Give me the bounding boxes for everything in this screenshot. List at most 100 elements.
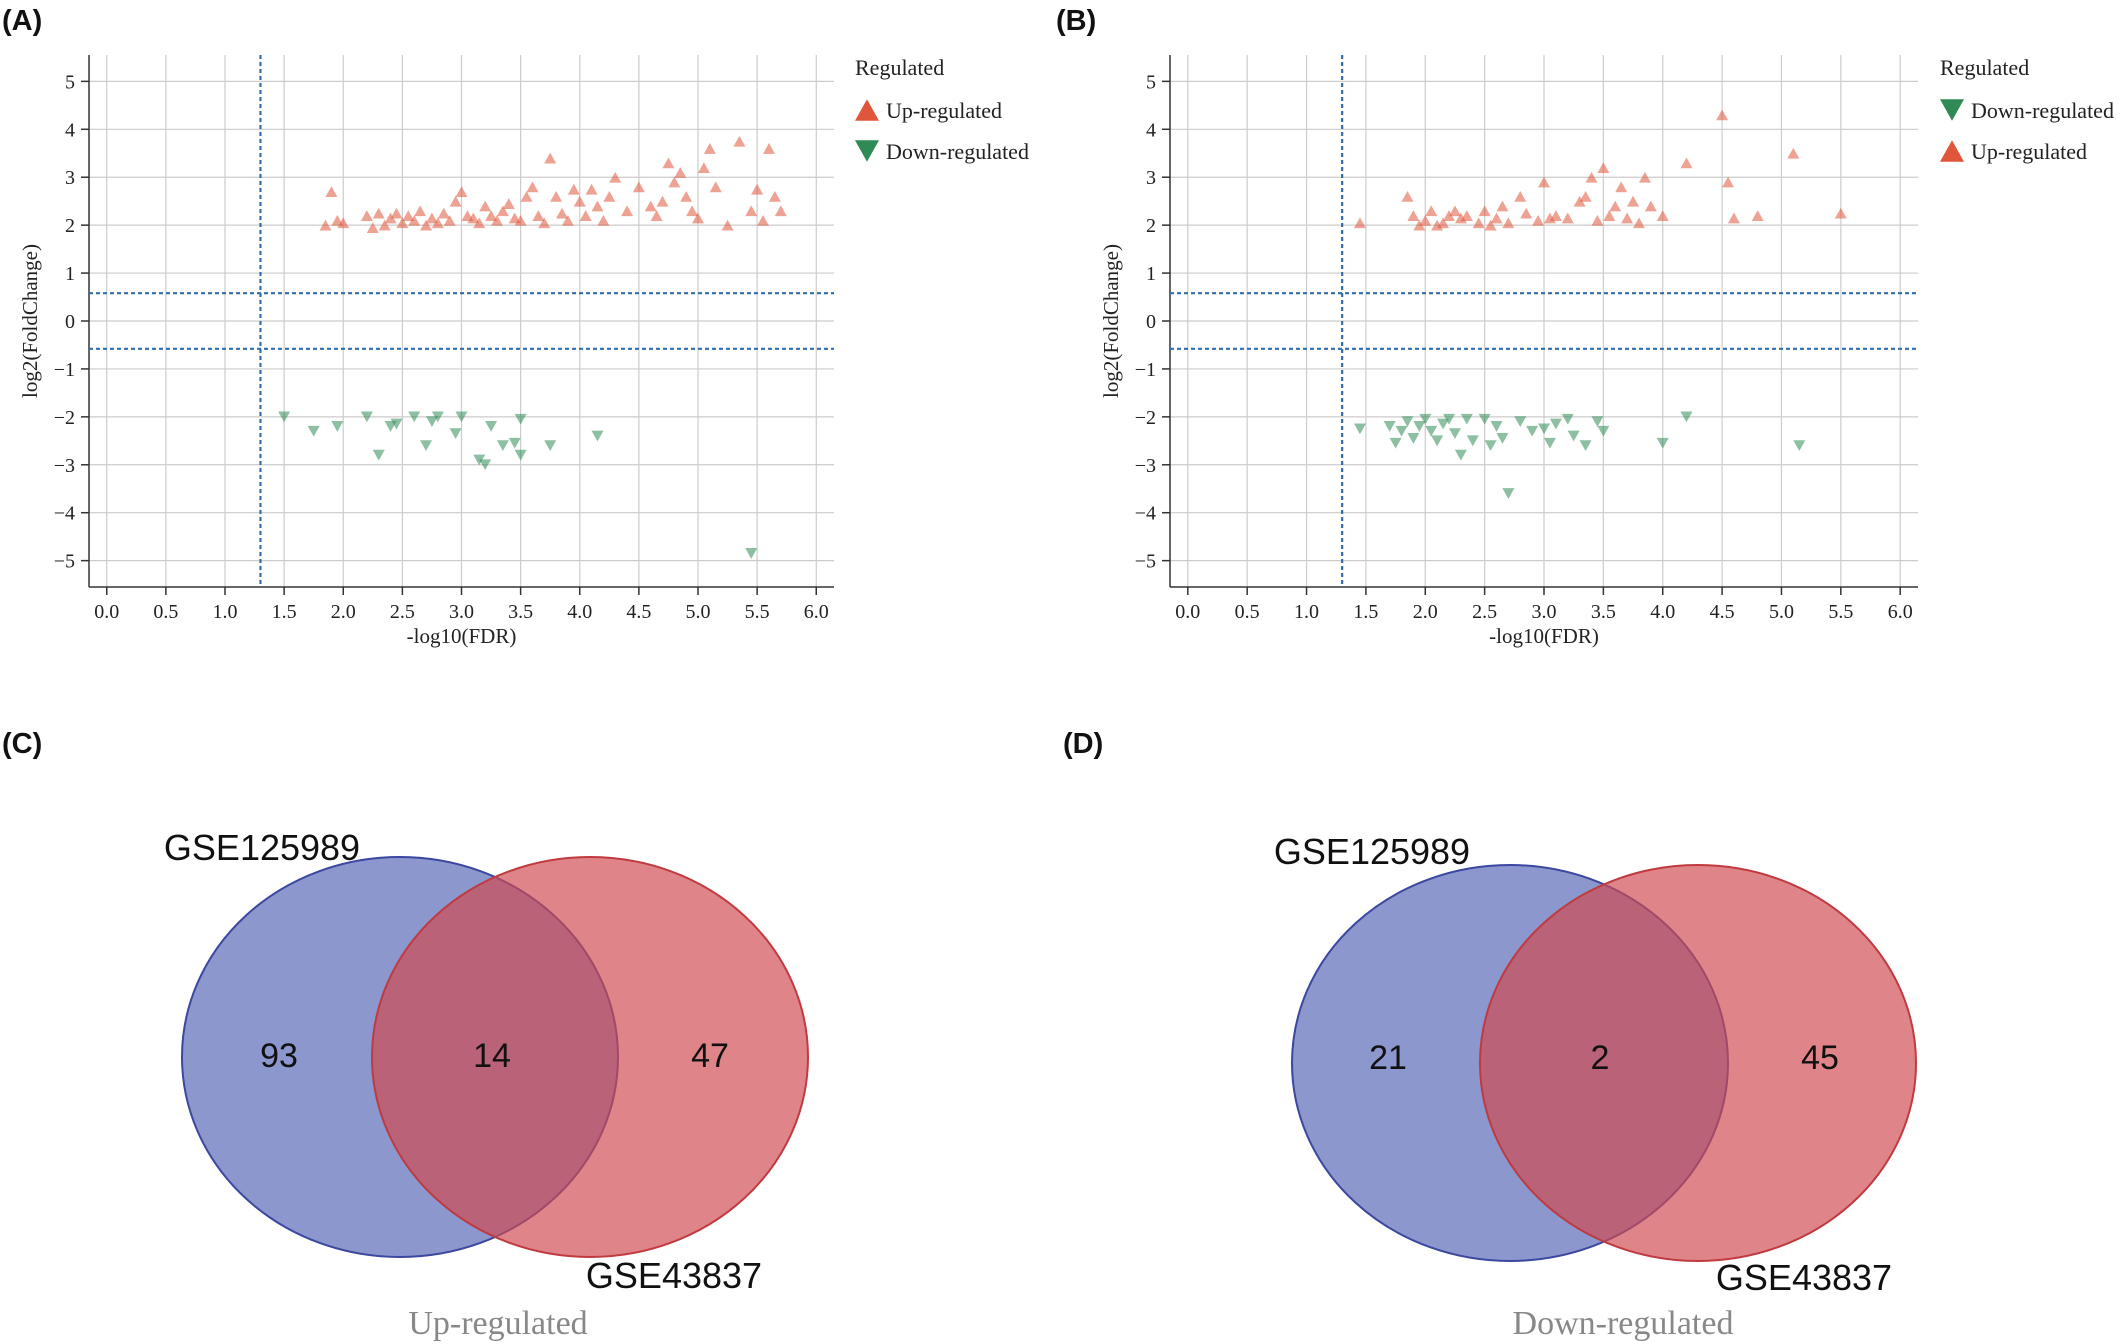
venn-set-label-left-d: GSE125989	[1274, 831, 1470, 872]
down-point-a	[331, 421, 344, 432]
x-tick-label-a: 0.5	[153, 601, 178, 623]
down-point-b	[1407, 433, 1420, 444]
up-point-b	[1532, 214, 1545, 226]
up-point-a	[319, 219, 332, 231]
y-tick-label-b: 0	[1146, 311, 1156, 333]
x-tick-label-b: 2.5	[1472, 601, 1497, 623]
down-point-b	[1425, 425, 1438, 437]
up-point-b	[1621, 212, 1634, 224]
up-point-b	[1472, 217, 1485, 229]
legend-marker-up-b	[1940, 140, 1964, 162]
up-point-a	[650, 210, 663, 221]
up-point-a	[573, 195, 586, 207]
venn-count-right-only-c: 47	[691, 1037, 729, 1075]
venn-diagram-c: (C) GSE125989 GSE43837 93 14 47 Up-regulated	[2, 728, 809, 1342]
x-tick-label-a: 6.0	[804, 601, 829, 623]
up-point-a	[621, 205, 634, 217]
up-point-a	[526, 181, 539, 193]
up-point-a	[603, 190, 616, 202]
up-point-a	[360, 210, 373, 221]
up-point-a	[709, 181, 722, 193]
up-point-a	[585, 183, 598, 195]
down-point-b	[1389, 437, 1402, 449]
down-point-a	[425, 416, 438, 428]
venn-diagram-d: (D) GSE125989 GSE43837 21 2 45 Down-regulated	[1063, 728, 1917, 1342]
up-point-a	[502, 198, 515, 209]
up-point-a	[414, 205, 427, 217]
y-tick-label-a: 2	[65, 215, 75, 237]
panel-label-d: (D)	[1063, 728, 1103, 760]
x-tick-label-a: 3.5	[508, 601, 533, 623]
volcano-plot-a: (A) 0.0 0.5 1.0 1.5 2.0 2.5 3.0 3.5 4.0 4.5 5.0 5.5…	[2, 5, 1029, 648]
up-point-b	[1597, 162, 1610, 174]
down-point-b	[1478, 413, 1491, 425]
venn-count-both-c: 14	[473, 1037, 511, 1075]
up-point-a	[455, 186, 468, 197]
down-point-b	[1543, 437, 1556, 449]
down-point-b	[1413, 421, 1426, 432]
y-tick-label-b: 5	[1146, 71, 1156, 93]
y-tick-label-b: 4	[1146, 119, 1156, 141]
x-tick-label-a: 1.0	[212, 601, 237, 623]
venn-count-both-d: 2	[1591, 1039, 1610, 1077]
up-point-a	[768, 190, 781, 202]
x-tick-label-b: 5.5	[1828, 601, 1853, 623]
panel-label-a: (A)	[2, 5, 42, 37]
x-tick-label-a: 4.5	[626, 601, 651, 623]
x-tick-label-a: 3.0	[449, 601, 474, 623]
x-tick-label-b: 3.0	[1532, 601, 1557, 623]
up-point-a	[390, 207, 403, 219]
y-tick-label-b: 3	[1146, 167, 1156, 189]
legend-marker-down-a	[855, 140, 879, 162]
venn-caption-d: Down-regulated	[1513, 1305, 1734, 1342]
up-point-a	[591, 200, 604, 212]
up-point-b	[1538, 176, 1550, 188]
up-point-b	[1751, 210, 1764, 221]
down-point-b	[1454, 449, 1467, 461]
y-tick-label-b: 1	[1146, 263, 1156, 285]
up-point-a	[762, 143, 775, 154]
up-point-a	[378, 219, 391, 231]
up-point-a	[538, 217, 551, 229]
up-point-a	[372, 207, 385, 219]
down-point-b	[1490, 421, 1503, 432]
up-point-a	[550, 190, 563, 202]
venn-set-label-left-c: GSE125989	[164, 827, 360, 868]
venn-set-label-right-c: GSE43837	[586, 1255, 762, 1296]
x-tick-label-a: 5.5	[745, 601, 770, 623]
volcano-plot-b: (B) 0.0 0.5 1.0 1.5 2.0 2.5 3.0 3.5 4.0 4.5 5.0 5.5…	[1056, 5, 2114, 648]
up-point-b	[1484, 219, 1497, 231]
up-point-a	[656, 195, 669, 207]
up-point-a	[686, 205, 699, 217]
down-point-a	[591, 430, 604, 442]
up-point-a	[514, 214, 527, 226]
x-tick-label-b: 1.0	[1294, 601, 1319, 623]
up-point-b	[1443, 210, 1456, 221]
down-point-b	[1383, 421, 1396, 432]
up-point-a	[609, 171, 622, 183]
up-point-a	[384, 212, 397, 224]
down-point-b	[1431, 435, 1444, 447]
up-point-a	[544, 152, 557, 164]
up-point-a	[668, 176, 681, 188]
up-point-a	[774, 205, 787, 217]
up-point-a	[757, 214, 770, 226]
down-point-a	[449, 428, 462, 440]
up-point-b	[1401, 190, 1414, 202]
up-point-b	[1437, 217, 1450, 229]
down-point-b	[1514, 416, 1527, 428]
down-point-a	[479, 459, 492, 471]
down-point-a	[455, 411, 468, 423]
up-point-b	[1520, 207, 1533, 219]
down-point-b	[1656, 437, 1669, 449]
down-point-a	[514, 449, 527, 461]
up-point-b	[1603, 210, 1616, 221]
venn-caption-c: Up-regulated	[408, 1305, 587, 1342]
up-point-a	[662, 157, 675, 169]
up-point-b	[1680, 157, 1693, 169]
venn-count-left-only-c: 93	[260, 1037, 298, 1075]
x-tick-label-a: 2.0	[331, 601, 356, 623]
up-point-b	[1627, 195, 1640, 207]
down-point-a	[278, 411, 291, 423]
y-axis-title-b: log2(FoldChange)	[1099, 244, 1123, 398]
